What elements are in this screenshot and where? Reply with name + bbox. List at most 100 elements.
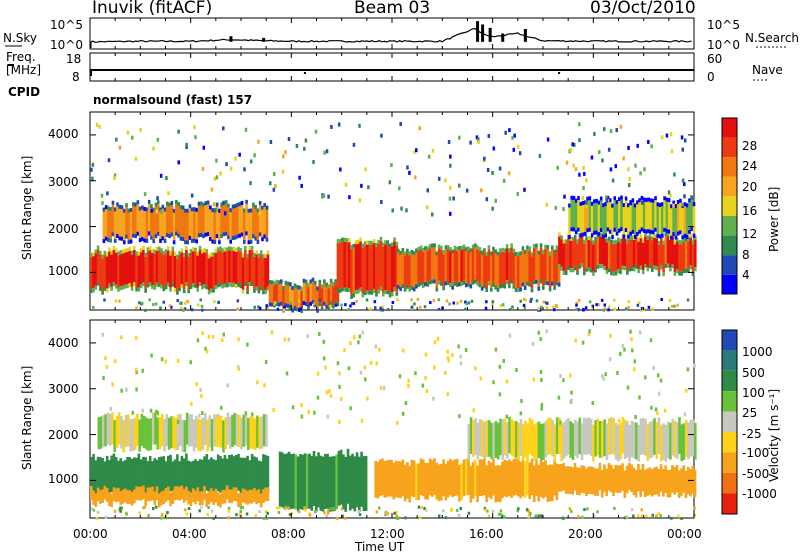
power-cell: [334, 283, 337, 302]
velocity-cell: [169, 492, 172, 507]
power-cell: [159, 207, 162, 212]
power-cell: [336, 288, 340, 293]
velocity-cell: [210, 509, 214, 513]
velocity-cell: [390, 459, 393, 497]
power-cell: [580, 263, 584, 268]
power-cell: [138, 238, 142, 243]
power-cell: [675, 241, 679, 270]
power-cell: [250, 245, 254, 250]
power-cell: [682, 241, 686, 270]
power-cell: [200, 304, 204, 308]
nave-point: [303, 72, 306, 74]
velocity-cell: [553, 424, 557, 462]
power-cell: [238, 202, 242, 207]
velocity-cell: [99, 416, 103, 449]
power-colorbar-cell: [722, 235, 737, 256]
power-cell: [688, 202, 691, 230]
velocity-cell: [394, 460, 398, 498]
power-cell: [445, 299, 449, 303]
velocity-cell: [644, 375, 647, 380]
velocity-cell: [167, 455, 170, 493]
power-cell: [598, 264, 602, 269]
power-cell: [433, 243, 436, 248]
power-cell: [679, 198, 682, 203]
power-cell: [320, 194, 324, 199]
velocity-cell: [178, 461, 181, 498]
power-cell: [316, 308, 319, 313]
power-cell: [258, 232, 262, 237]
power-cell: [105, 252, 109, 257]
velocity-cell: [148, 487, 152, 502]
velocity-cell: [662, 423, 665, 461]
velocity-cell: [287, 337, 291, 342]
power-cell: [564, 239, 568, 244]
power-cell: [134, 234, 137, 239]
velocity-cell: [362, 456, 366, 512]
velocity-cell: [616, 424, 620, 462]
power-cell: [572, 227, 576, 232]
velocity-cell: [650, 420, 654, 458]
power-colorbar-cell: [722, 216, 737, 236]
power-cell: [678, 271, 681, 276]
xtick-0800: 08:00: [271, 527, 306, 541]
power-cell: [202, 145, 206, 150]
power-cell: [571, 142, 574, 147]
velocity-cell: [154, 412, 157, 445]
velocity-cell: [324, 365, 327, 370]
power-cell: [449, 247, 452, 252]
power-cell: [109, 238, 112, 243]
power-cell: [417, 250, 421, 283]
velocity-cell: [694, 423, 697, 460]
power-cell: [257, 253, 261, 258]
power-cell: [325, 304, 328, 309]
power-cell: [147, 203, 151, 232]
power-cell: [619, 270, 622, 275]
power-cell: [272, 187, 276, 192]
velocity-cell: [442, 509, 445, 513]
power-cell: [177, 206, 180, 234]
velocity-cell: [196, 338, 200, 343]
power-cell: [334, 301, 337, 306]
power-cell: [322, 193, 326, 198]
power-cell: [107, 158, 111, 163]
power-cell: [666, 263, 670, 268]
power-cell: [593, 131, 596, 136]
velocity-cell: [216, 413, 220, 418]
velocity-cell: [147, 418, 150, 451]
velocity-cell: [124, 415, 128, 448]
nsky-tick-top: 10^5: [50, 18, 83, 32]
velocity-cell: [232, 456, 236, 493]
power-ytick-3000: 3000: [48, 175, 79, 189]
power-cell: [314, 129, 318, 134]
power-cell: [665, 197, 669, 202]
power-cell: [345, 242, 349, 288]
velocity-cell: [571, 467, 575, 495]
power-cell: [397, 248, 400, 253]
power-cell: [223, 251, 227, 284]
power-cell: [203, 248, 206, 253]
velocity-cell: [105, 364, 109, 369]
power-cell: [228, 246, 231, 251]
power-cell: [230, 283, 234, 288]
velocity-cell: [288, 513, 292, 517]
power-cell: [166, 201, 169, 206]
power-cell: [641, 200, 644, 205]
velocity-cell: [653, 418, 656, 455]
power-cell: [363, 245, 367, 292]
power-cell: [544, 244, 547, 249]
nsearch-dot: [760, 46, 762, 48]
velocity-cell: [487, 420, 491, 457]
power-cell: [103, 254, 107, 287]
power-cell: [341, 287, 344, 292]
power-cell: [258, 211, 262, 216]
power-cell: [646, 239, 650, 268]
velocity-cell: [226, 383, 230, 388]
power-cell: [427, 154, 431, 159]
velocity-cell: [194, 415, 198, 448]
velocity-cell: [258, 416, 261, 450]
power-cell: [494, 285, 498, 290]
power-cell: [295, 143, 299, 148]
power-cell: [476, 245, 479, 250]
power-cell: [579, 233, 583, 238]
power-cell: [343, 241, 347, 288]
